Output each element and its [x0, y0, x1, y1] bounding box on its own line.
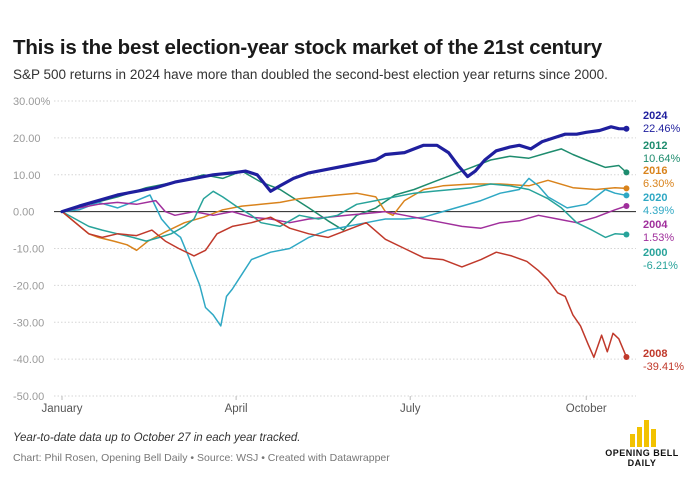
series-label-2020: 2020 [643, 192, 667, 204]
series-label-2000: 2000 [643, 247, 667, 259]
series-label-2016: 2016 [643, 165, 667, 177]
series-endpoint-2000 [623, 231, 630, 238]
y-tick-label: -10.00 [13, 244, 44, 256]
series-endpoint-2012 [623, 169, 630, 176]
series-line-2008 [61, 210, 628, 359]
series-value-2008: -39.41% [643, 361, 684, 373]
series-value-2020: 4.39% [643, 205, 674, 217]
y-tick-label: 0.00 [13, 207, 34, 219]
series-value-2024: 22.46% [643, 123, 681, 135]
y-tick-label: -50.00 [13, 391, 44, 403]
y-tick-label: 10.00 [13, 170, 41, 182]
y-tick-label: -30.00 [13, 317, 44, 329]
series-line-2020 [61, 177, 628, 327]
logo-text: OPENING BELL DAILY [602, 448, 682, 468]
chart-subtitle: S&P 500 returns in 2024 have more than d… [13, 67, 608, 82]
x-tick-label: October [566, 403, 607, 415]
bar-chart-logo-icon [630, 420, 656, 447]
x-tick-label: January [42, 403, 83, 415]
y-tick-label: 20.00 [13, 133, 41, 145]
x-tick-label: July [400, 403, 421, 415]
chart-note: Year-to-date data up to October 27 in ea… [13, 432, 301, 444]
series-label-2004: 2004 [643, 219, 668, 231]
series-line-2016 [61, 179, 628, 252]
series-label-2024: 2024 [643, 110, 668, 122]
chart-title: This is the best election-year stock mar… [13, 36, 602, 59]
y-tick-label: -40.00 [13, 354, 44, 366]
series-line-2024 [60, 125, 628, 214]
series-value-2016: 6.30% [643, 178, 674, 190]
series-endpoint-2016 [623, 185, 630, 192]
series-endpoint-2008 [623, 353, 630, 360]
series-label-2012: 2012 [643, 140, 667, 152]
x-tick-label: April [225, 403, 248, 415]
series-value-2004: 1.53% [643, 232, 674, 244]
y-tick-label: -20.00 [13, 280, 44, 292]
series-endpoint-2020 [623, 192, 630, 199]
logo-line-1: OPENING BELL [605, 448, 679, 458]
y-tick-label: 30.00% [13, 96, 51, 108]
chart-credit: Chart: Phil Rosen, Opening Bell Daily • … [13, 452, 390, 464]
series-line-2000 [61, 183, 628, 242]
series-value-2012: 10.64% [643, 153, 681, 165]
series-endpoint-2004 [623, 202, 630, 209]
series-line-2004 [61, 199, 628, 229]
opening-bell-logo: OPENING BELL DAILY [602, 418, 682, 474]
series-endpoint-2024 [623, 125, 630, 132]
series-value-2000: -6.21% [643, 260, 678, 272]
logo-line-2: DAILY [627, 458, 657, 468]
series-label-2008: 2008 [643, 348, 667, 360]
